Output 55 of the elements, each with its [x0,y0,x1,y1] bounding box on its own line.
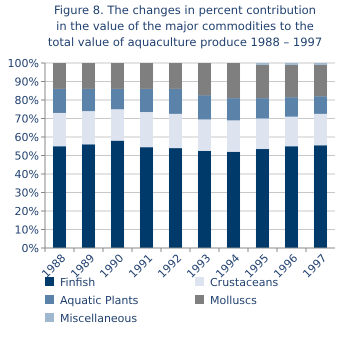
bar [168,148,182,248]
bar [314,64,328,96]
bar [82,88,96,112]
bar [140,63,154,89]
chart-title: Figure 8. The changes in percent contribution in the value of the major commodities to the total value of aquaculture produce 1988 – 1997 [48,3,322,49]
legend-label: Aquatic Plants [60,294,139,307]
bar [168,63,182,89]
bar [226,98,240,120]
bar [314,145,328,248]
bar [284,146,298,248]
bar [284,116,298,146]
bar [198,150,212,248]
bar [110,109,124,141]
bar [198,95,212,120]
bar [256,149,270,248]
bar [256,98,270,118]
y-tick-label: 80% [14,94,39,107]
legend-label: Molluscs [210,294,258,307]
bar [52,88,66,113]
y-tick-label: 20% [14,204,39,218]
legend-label: Miscellaneous [60,312,138,325]
y-tick-label: 10% [14,223,39,236]
y-tick-label: 30% [14,186,39,200]
bar [140,88,154,112]
bar [168,114,182,148]
bar [82,111,96,144]
bar [110,140,124,248]
y-tick-label: 90% [14,75,39,88]
bar [284,64,298,98]
bar [140,147,154,248]
bar [256,64,270,98]
bar [168,88,182,114]
bar [226,63,240,98]
bar [52,112,66,146]
bar [226,152,240,248]
bar [52,63,66,89]
bar [314,114,328,146]
y-tick-label: 50% [14,149,39,162]
bar [226,120,240,152]
y-tick-label: 0% [22,242,39,255]
bar [256,118,270,150]
y-tick-label: 40% [14,168,39,181]
bar [284,97,298,117]
bar [140,112,154,148]
y-tick-label: 70% [14,112,39,126]
bar [82,63,96,89]
bar [314,96,328,114]
bar [110,63,124,89]
bar [110,88,124,110]
bar [82,144,96,248]
bar [198,119,212,151]
y-tick-label: 60% [14,130,39,144]
y-tick-label: 100% [8,56,39,70]
bar [52,146,66,248]
bar [198,63,212,96]
